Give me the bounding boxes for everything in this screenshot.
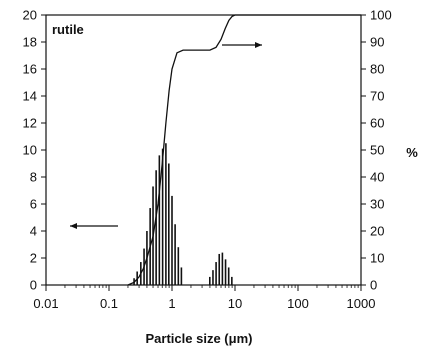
y-left-tick-label: 6 [30, 197, 37, 212]
cumulative-curve [127, 14, 361, 286]
x-tick-label: 100 [287, 296, 309, 311]
y-left-tick-label: 14 [23, 89, 37, 104]
right-axis-title: % [406, 145, 418, 160]
y-left-tick-label: 0 [30, 278, 37, 293]
cumulative-line [127, 14, 361, 286]
x-tick-label: 10 [228, 296, 242, 311]
x-tick-label: 0.1 [100, 296, 118, 311]
annotation-arrows [70, 42, 262, 229]
y-left-tick-label: 18 [23, 35, 37, 50]
y-left-tick-label: 4 [30, 224, 37, 239]
y-left-tick-label: 8 [30, 170, 37, 185]
chart-annotation-label: rutile [52, 22, 84, 37]
y-right-tick-label: 50 [370, 143, 384, 158]
bars [133, 143, 233, 285]
x-tick-label: 1000 [347, 296, 376, 311]
x-axis-title: Particle size (μm) [146, 331, 253, 346]
x-tick-label: 0.01 [33, 296, 58, 311]
y-right-tick-label: 10 [370, 251, 384, 266]
y-right-tick-label: 30 [370, 197, 384, 212]
x-tick-label: 1 [168, 296, 175, 311]
y-right-tick-label: 60 [370, 116, 384, 131]
y-right-tick-label: 40 [370, 170, 384, 185]
y-right-tick-label: 0 [370, 278, 377, 293]
y-right-tick-label: 80 [370, 62, 384, 77]
y-right-tick-label: 20 [370, 224, 384, 239]
y-left-tick-label: 10 [23, 143, 37, 158]
y-right-tick-label: 70 [370, 89, 384, 104]
y-left-tick-label: 20 [23, 8, 37, 23]
y-right-tick-label: 100 [370, 8, 392, 23]
plot-frame [45, 14, 362, 286]
axes: 0.01 0.1 1 10 100 1000 0 2 4 6 8 10 12 14 16 18 20 0 10 20 3… [23, 8, 392, 312]
y-left-tick-label: 16 [23, 62, 37, 77]
y-right-tick-label: 90 [370, 35, 384, 50]
arrow-left-icon [70, 223, 77, 229]
y-left-tick-label: 12 [23, 116, 37, 131]
arrow-right-icon [255, 42, 262, 48]
y-left-tick-label: 2 [30, 251, 37, 266]
plot-border [45, 14, 362, 286]
